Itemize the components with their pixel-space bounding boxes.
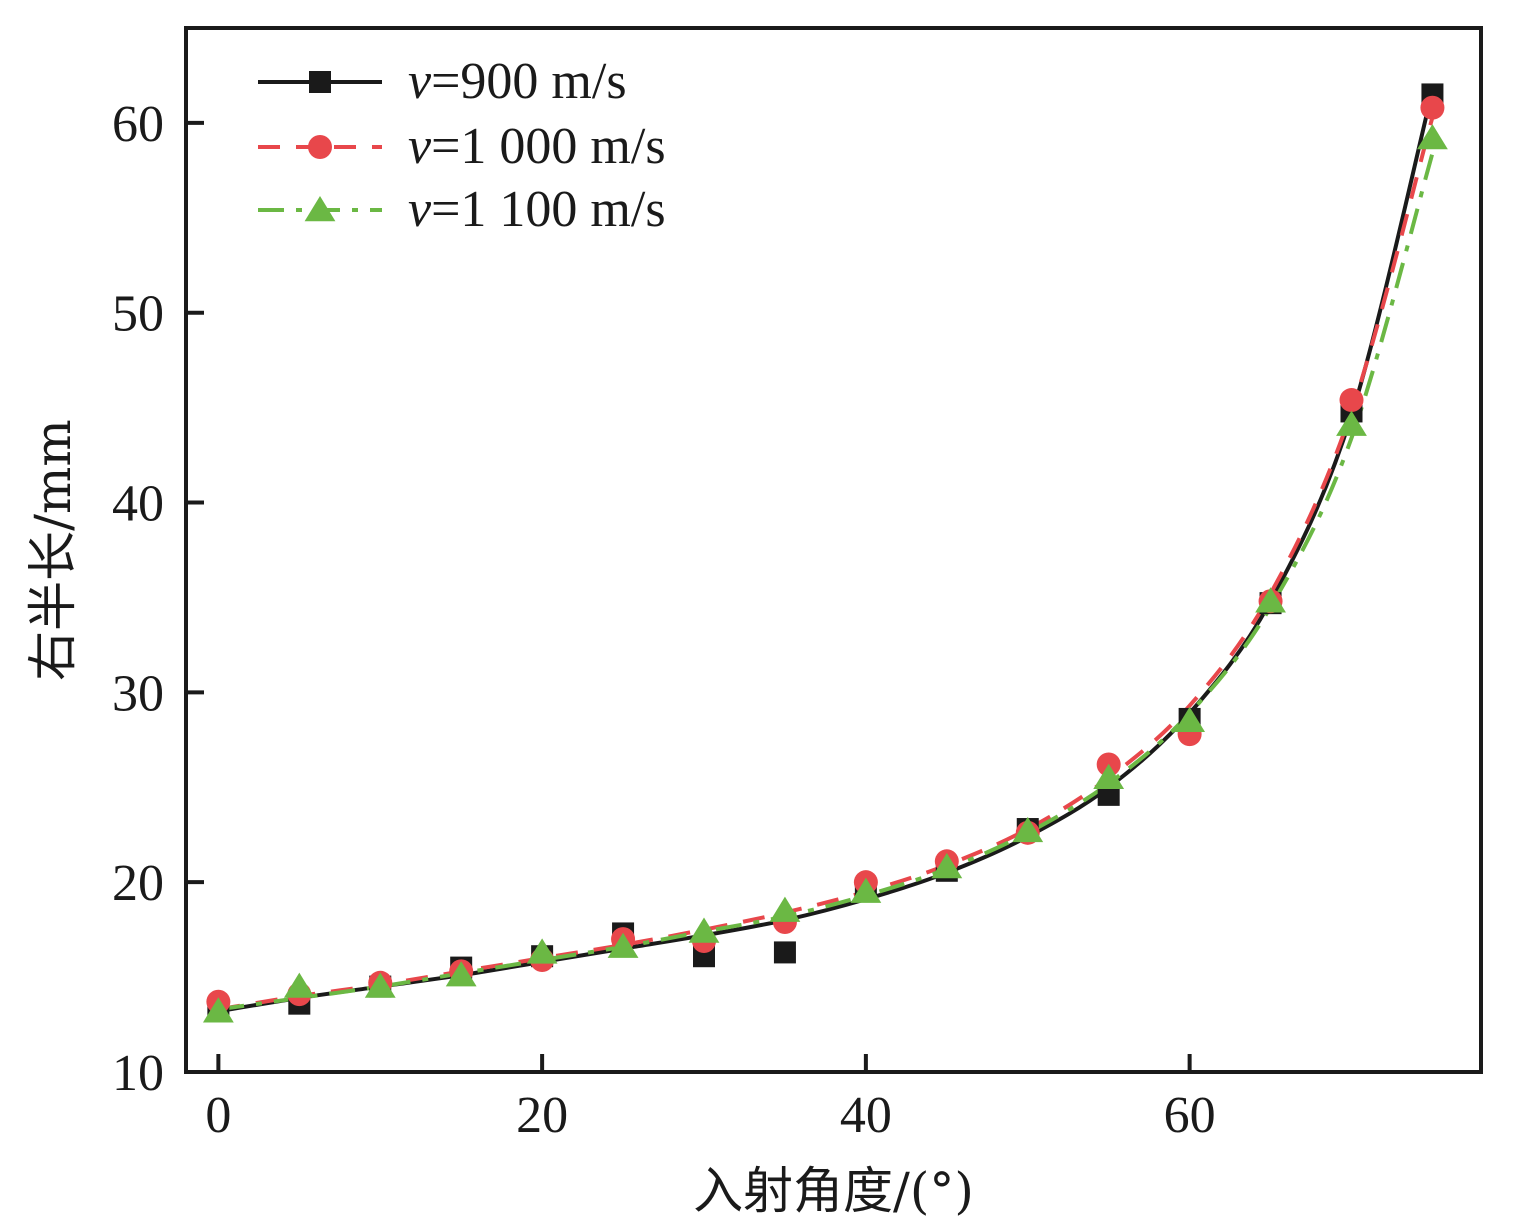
series-3-point (688, 917, 720, 943)
series-3-point (931, 852, 963, 879)
legend-marker-3 (304, 196, 336, 222)
x-axis-title: 入射角度/(°) (693, 1162, 974, 1220)
series-3-point (850, 877, 882, 903)
series-3-point (364, 972, 396, 998)
series-3-point (1417, 124, 1448, 150)
series-3-point (769, 896, 801, 922)
axis-ticks: 0 20 40 60 10 20 30 40 50 60 (112, 96, 1216, 1144)
x-tick-label: 40 (840, 1087, 892, 1144)
plot-frame (184, 26, 1483, 1074)
y-tick-label: 60 (112, 96, 164, 153)
x-tick-label: 60 (1164, 1087, 1216, 1144)
series-3-point (1336, 410, 1367, 436)
legend-marker-2 (308, 135, 332, 159)
series-2-point (1420, 95, 1445, 120)
y-axis-title: 右半长/mm (24, 419, 82, 681)
series-3-point (1255, 587, 1286, 613)
x-tick-label: 20 (516, 1087, 568, 1144)
legend: v=900 m/s v=1 000 m/s v=1 100 m/s (258, 53, 666, 238)
series-3-point (283, 972, 315, 998)
series-2-fit-line (218, 116, 1435, 1012)
y-tick-label: 10 (112, 1045, 164, 1102)
y-tick-label: 50 (112, 286, 164, 343)
series-3-point (1093, 763, 1125, 789)
series-3-point (1174, 706, 1206, 733)
y-tick-label: 40 (112, 476, 164, 533)
series-1-point (773, 941, 796, 964)
legend-label-1: v=900 m/s (408, 53, 627, 110)
series-3-point (1012, 816, 1044, 843)
series-3-point (445, 961, 477, 987)
y-tick-label: 30 (112, 665, 164, 722)
legend-label-2: v=1 000 m/s (408, 118, 666, 175)
data-markers (202, 83, 1448, 1023)
series-2-point (1339, 388, 1364, 413)
fit-lines (218, 90, 1435, 1014)
x-tick-label: 0 (205, 1087, 231, 1144)
series-3-point (526, 938, 558, 964)
series-1-fit-line (218, 90, 1435, 1014)
legend-marker-1 (309, 71, 331, 93)
legend-label-3: v=1 100 m/s (408, 181, 666, 238)
series-3-fit-line (218, 152, 1435, 1012)
series-3-point (607, 932, 639, 958)
series-1-point (1097, 783, 1120, 806)
series-3-point (202, 997, 234, 1023)
y-tick-label: 20 (112, 855, 164, 912)
